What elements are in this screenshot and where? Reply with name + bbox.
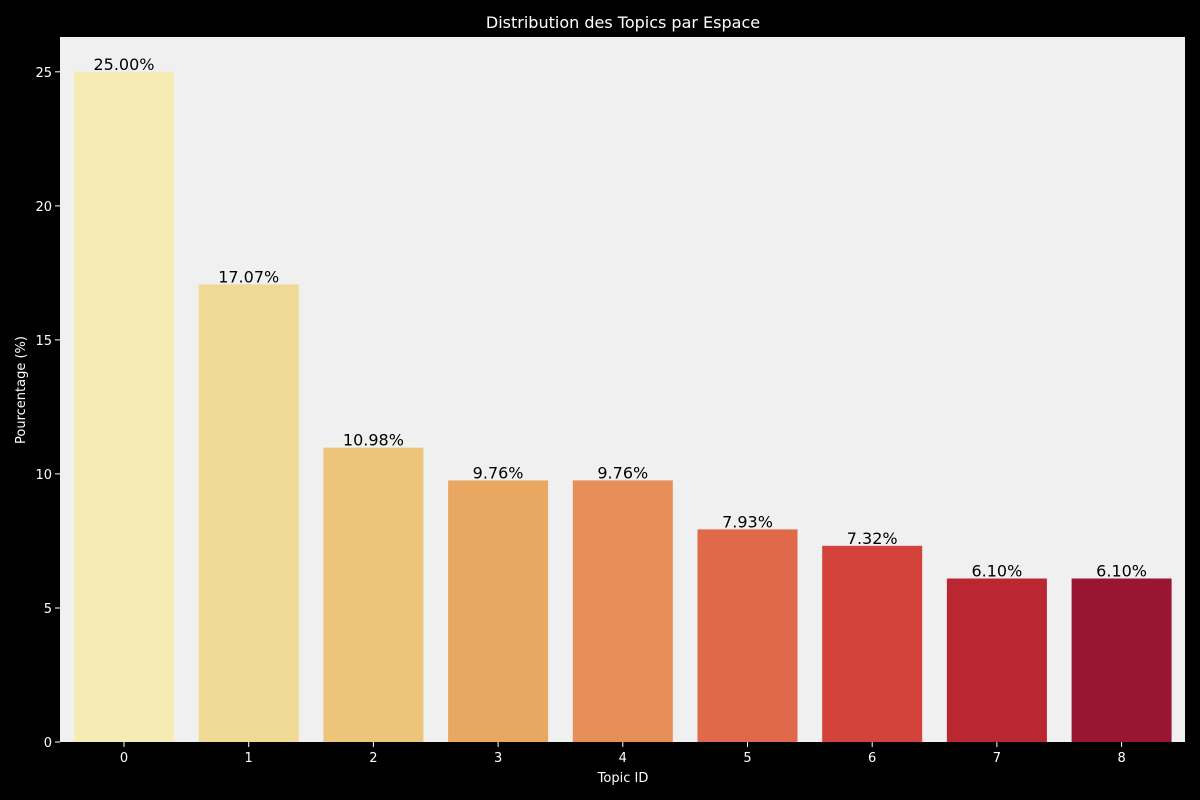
bar-topic-5 [697, 529, 798, 742]
bar-topic-3 [448, 480, 549, 742]
data-label-topic-6: 7.32% [847, 529, 898, 548]
x-tick-label: 4 [619, 751, 627, 766]
data-label-topic-0: 25.00% [93, 55, 154, 74]
x-tick-label: 7 [993, 751, 1001, 766]
data-label-topic-4: 9.76% [597, 463, 648, 482]
data-label-topic-2: 10.98% [343, 431, 404, 450]
x-axis-label: Topic ID [597, 771, 649, 786]
x-tick-label: 1 [245, 751, 253, 766]
y-tick-label: 10 [35, 468, 52, 483]
x-tick-label: 8 [1117, 751, 1125, 766]
data-label-topic-7: 6.10% [971, 562, 1022, 581]
x-tick-label: 2 [369, 751, 377, 766]
y-tick-label: 25 [35, 66, 52, 81]
y-tick-label: 5 [44, 602, 52, 617]
bar-topic-7 [946, 578, 1047, 742]
y-tick-label: 15 [35, 334, 52, 349]
data-label-topic-8: 6.10% [1096, 562, 1147, 581]
chart-title: Distribution des Topics par Espace [486, 13, 760, 32]
data-label-topic-3: 9.76% [473, 463, 524, 482]
bar-topic-8 [1071, 578, 1172, 742]
bar-topic-1 [198, 284, 299, 742]
bar-topic-6 [822, 545, 923, 742]
y-tick-label: 0 [44, 736, 52, 751]
bars-group [74, 71, 1172, 743]
y-axis-label: Pourcentage (%) [14, 336, 29, 444]
bar-topic-4 [572, 480, 673, 742]
x-tick-label: 6 [868, 751, 876, 766]
bar-topic-0 [74, 71, 174, 743]
bar-topic-2 [323, 447, 424, 742]
data-labels-group: 25.00% 17.07% 10.98% 9.76% 9.76% 7.93% 7.32% 6.… [93, 55, 1147, 581]
data-label-topic-5: 7.93% [722, 512, 773, 531]
y-axis: 0 5 10 15 20 25 [35, 66, 60, 751]
y-tick-label: 20 [35, 200, 52, 215]
x-tick-label: 3 [494, 751, 502, 766]
x-tick-label: 0 [120, 751, 128, 766]
x-axis: 0 1 2 3 4 5 6 7 8 [120, 742, 1126, 766]
x-tick-label: 5 [743, 751, 751, 766]
data-label-topic-1: 17.07% [218, 267, 279, 286]
